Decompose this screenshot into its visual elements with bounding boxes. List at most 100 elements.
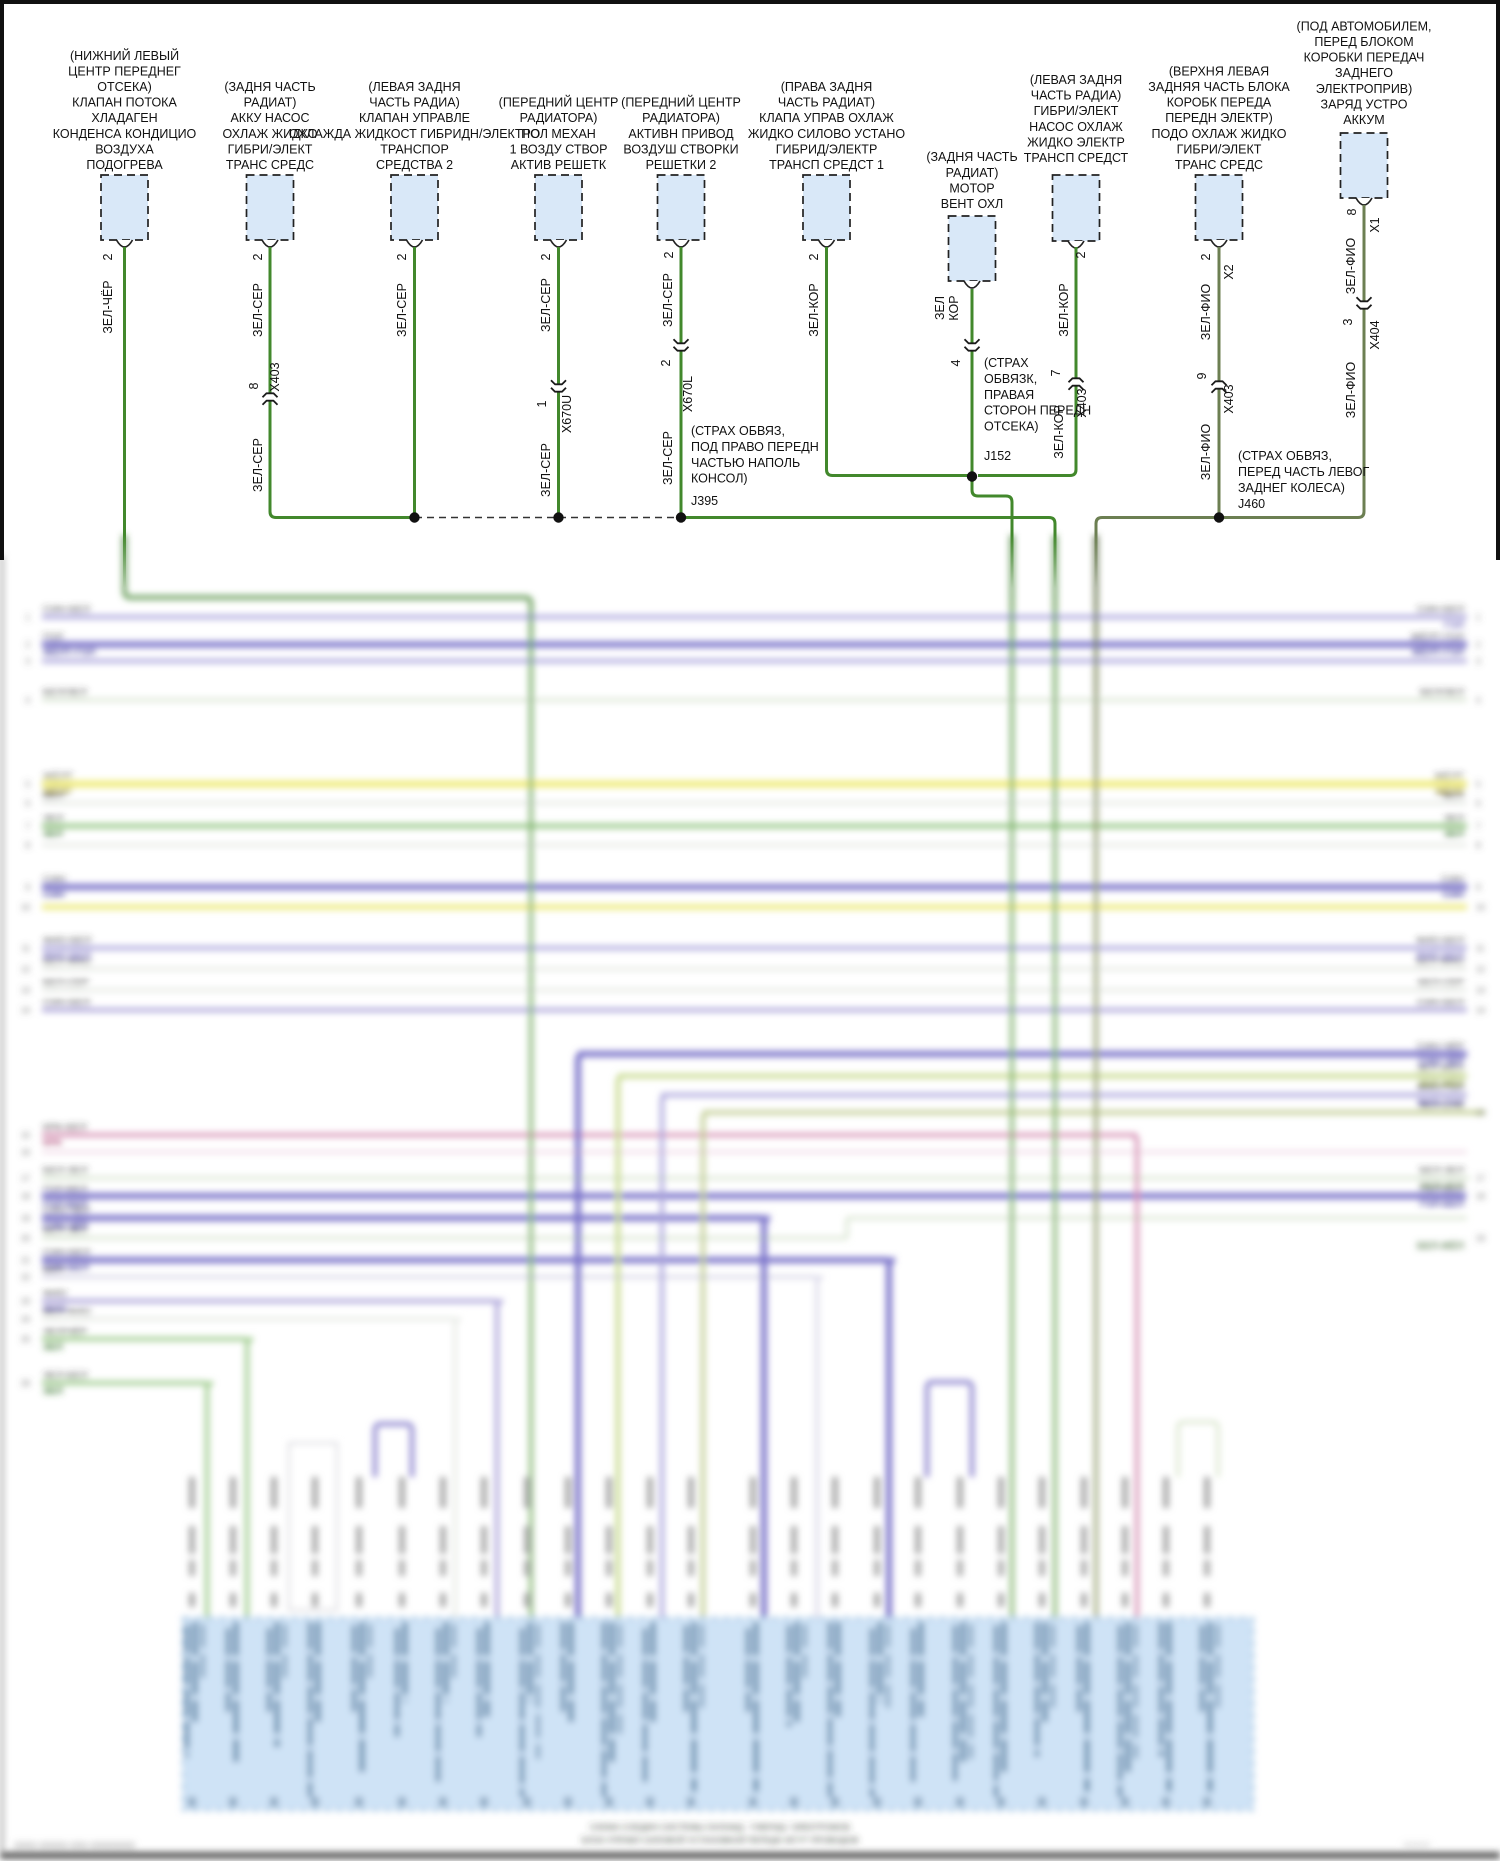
svg-text:(ВЕРХНЯ ЛЕВАЯ: (ВЕРХНЯ ЛЕВАЯ: [1169, 64, 1269, 78]
svg-text:J395: J395: [691, 494, 718, 508]
svg-text:7: 7: [26, 822, 31, 831]
svg-text:БЕЛ-СЕР: БЕЛ-СЕР: [1418, 977, 1464, 989]
svg-text:2: 2: [395, 253, 409, 260]
svg-text:СИН-БЕЛ: СИН-БЕЛ: [43, 1263, 89, 1274]
svg-text:БЕЛ-СЕР: БЕЛ-СЕР: [43, 977, 89, 989]
svg-text:КОРОБКИ ПЕРЕДАЧ: КОРОБКИ ПЕРЕДАЧ: [1304, 51, 1425, 65]
svg-text:ЗЕЛ-КОР: ЗЕЛ-КОР: [807, 283, 821, 336]
svg-text:КЛАПАН ПОТОКА: КЛАПАН ПОТОКА: [72, 96, 177, 110]
svg-text:ЗЕЛ-ЖЁЛ: ЗЕЛ-ЖЁЛ: [1417, 1063, 1464, 1075]
svg-text:2: 2: [807, 253, 821, 260]
svg-text:2: 2: [26, 641, 31, 650]
svg-text:2: 2: [1199, 253, 1213, 260]
svg-text:12: 12: [21, 965, 30, 974]
svg-text:ФИО-БЕЛ: ФИО-БЕЛ: [43, 935, 91, 947]
svg-text:ГИБРИ/ЭЛЕКТ: ГИБРИ/ЭЛЕКТ: [1034, 104, 1119, 118]
svg-text:8: 8: [247, 382, 261, 389]
svg-text:ЧАСТЬ РАДИАТ): ЧАСТЬ РАДИАТ): [778, 96, 875, 110]
svg-text:СИН: СИН: [1441, 874, 1464, 886]
svg-text:14: 14: [21, 1006, 30, 1015]
svg-text:ПОДОГРЕВА: ПОДОГРЕВА: [86, 158, 163, 172]
svg-text:ЧАСТЬ РАДИА): ЧАСТЬ РАДИА): [369, 96, 460, 110]
svg-text:2: 2: [1074, 251, 1088, 258]
svg-text:5: 5: [1476, 780, 1481, 789]
svg-text:ЖЁЛТ: ЖЁЛТ: [42, 785, 72, 798]
svg-text:19: 19: [21, 1214, 30, 1223]
svg-text:КЛАПАН УПРАВЛЕ: КЛАПАН УПРАВЛЕ: [359, 111, 470, 125]
svg-text:СИН-БЕЛ: СИН-БЕЛ: [43, 604, 90, 616]
svg-text:3: 3: [1476, 657, 1481, 666]
svg-text:КРА-БЕЛ: КРА-БЕЛ: [43, 1122, 87, 1134]
svg-text:РАДИАТОРА): РАДИАТОРА): [642, 111, 720, 125]
svg-text:БЕЛ: БЕЛ: [43, 790, 64, 802]
svg-text:6: 6: [1476, 799, 1481, 808]
svg-text:НАСОС ОХЛАЖ: НАСОС ОХЛАЖ: [1029, 120, 1123, 134]
svg-text:ЗЕЛ/ЧЁР: ЗЕЛ/ЧЁР: [43, 1326, 87, 1338]
svg-text:СИН-ЧЁР: СИН-ЧЁР: [1419, 1055, 1465, 1068]
svg-text:ГОЛ-БЕЛ: ГОЛ-БЕЛ: [1420, 1199, 1464, 1210]
svg-text:ВОЗДУШ СТВОРКИ: ВОЗДУШ СТВОРКИ: [623, 142, 738, 156]
svg-text:СИН: СИН: [43, 874, 66, 886]
svg-text:J460: J460: [1238, 497, 1265, 511]
svg-text:БЕЛ-ФИО: БЕЛ-ФИО: [43, 1306, 91, 1318]
svg-text:ЖЁЛТ: ЖЁЛТ: [1434, 785, 1464, 798]
svg-text:СИН: СИН: [1442, 890, 1464, 901]
svg-text:10: 10: [1476, 903, 1485, 912]
svg-text:ЗЕЛ-КОР: ЗЕЛ-КОР: [1057, 283, 1071, 336]
svg-text:ГИБРИ/ЭЛЕКТ: ГИБРИ/ЭЛЕКТ: [1177, 142, 1262, 156]
svg-text:11: 11: [22, 944, 31, 953]
svg-text:ЗЕЛ-ЖЁЛ: ЗЕЛ-ЖЁЛ: [1418, 1077, 1464, 1090]
svg-text:(ПЕРЕДНИЙ ЦЕНТР: (ПЕРЕДНИЙ ЦЕНТР: [499, 95, 619, 110]
svg-text:X670L: X670L: [681, 376, 695, 412]
svg-text:ЖИДКО СИЛОВО УСТАНО: ЖИДКО СИЛОВО УСТАНО: [748, 127, 906, 141]
svg-text:ЗЕЛ: ЗЕЛ: [1444, 829, 1464, 840]
svg-text:БЕЛ-ЗЕЛ: БЕЛ-ЗЕЛ: [43, 1225, 88, 1237]
svg-text:ЗАРЯД УСТРО: ЗАРЯД УСТРО: [1321, 97, 1408, 111]
svg-text:ФИО-БЕЛ: ФИО-БЕЛ: [1416, 951, 1464, 962]
svg-text:18: 18: [1476, 1192, 1485, 1201]
svg-text:ПОД ПРАВО ПЕРЕДН: ПОД ПРАВО ПЕРЕДН: [691, 440, 819, 454]
svg-text:АКТИВ РЕШЕТК: АКТИВ РЕШЕТК: [511, 158, 607, 172]
svg-text:ГОЛ-БЕЛ: ГОЛ-БЕЛ: [43, 1199, 87, 1210]
svg-text:МОТОР: МОТОР: [949, 181, 994, 195]
svg-text:ФИО-ГОЛ: ФИО-ГОЛ: [1417, 1082, 1464, 1094]
svg-text:1 ВОЗДУ СТВОР: 1 ВОЗДУ СТВОР: [510, 142, 608, 156]
svg-text:28: 28: [1476, 1109, 1485, 1118]
svg-text:ТРАНС СРЕДС: ТРАНС СРЕДС: [226, 158, 314, 172]
svg-text:000000: 000000: [1403, 1841, 1430, 1850]
svg-text:ЖИДКО ЭЛЕКТР: ЖИДКО ЭЛЕКТР: [1027, 135, 1125, 149]
svg-text:ПРАВАЯ: ПРАВАЯ: [984, 388, 1034, 402]
svg-text:9: 9: [26, 883, 31, 892]
svg-text:ЗЕЛ-СЕР: ЗЕЛ-СЕР: [661, 431, 675, 485]
svg-text:СИН-ЧЁР: СИН-ЧЁР: [43, 1205, 90, 1217]
svg-text:12: 12: [1476, 965, 1485, 974]
svg-text:5: 5: [26, 780, 31, 789]
svg-text:4: 4: [1476, 696, 1481, 705]
svg-text:ЖЁЛТ-ГОЛ: ЖЁЛТ-ГОЛ: [1411, 646, 1464, 659]
svg-text:1: 1: [26, 613, 31, 622]
svg-text:КРА: КРА: [43, 1138, 62, 1149]
svg-text:АККУ НАСОС: АККУ НАСОС: [230, 111, 309, 125]
svg-text:СТОРОН ПЕРЕДН: СТОРОН ПЕРЕДН: [984, 404, 1091, 418]
svg-text:ОТСЕКА): ОТСЕКА): [984, 420, 1039, 434]
svg-text:6: 6: [26, 799, 31, 808]
svg-text:ЗЕЛ-КОР: ЗЕЛ-КОР: [1052, 405, 1066, 458]
svg-text:ТРАНСП СРЕДСТ: ТРАНСП СРЕДСТ: [1024, 151, 1129, 165]
svg-text:21: 21: [21, 1256, 30, 1265]
svg-text:X670U: X670U: [560, 395, 574, 433]
svg-text:ЖЁЛТ-ГОЛ: ЖЁЛТ-ГОЛ: [42, 646, 95, 659]
svg-text:19: 19: [1476, 1234, 1485, 1243]
svg-text:БЕЛ/ЗЕЛ: БЕЛ/ЗЕЛ: [43, 687, 87, 699]
svg-text:БЕЛ-ФИО: БЕЛ-ФИО: [1416, 956, 1464, 968]
svg-text:X403: X403: [1222, 384, 1236, 413]
svg-text:ЗЕЛ-СЕР: ЗЕЛ-СЕР: [661, 273, 675, 327]
svg-text:АККУМ: АККУМ: [1343, 113, 1384, 127]
svg-text:ЗЕЛ-СЕР: ЗЕЛ-СЕР: [251, 283, 265, 337]
svg-text:X403: X403: [1075, 388, 1089, 417]
svg-text:ТРАНС СРЕДС: ТРАНС СРЕДС: [1175, 158, 1263, 172]
svg-text:8: 8: [1345, 208, 1359, 215]
svg-text:(СТРАХ ОБВЯЗ,: (СТРАХ ОБВЯЗ,: [691, 424, 785, 438]
svg-text:ЗЕЛ-ФИО: ЗЕЛ-ФИО: [1344, 237, 1358, 294]
svg-text:X1: X1: [1368, 217, 1382, 232]
svg-text:СИН-БЕЛ: СИН-БЕЛ: [1417, 604, 1464, 616]
